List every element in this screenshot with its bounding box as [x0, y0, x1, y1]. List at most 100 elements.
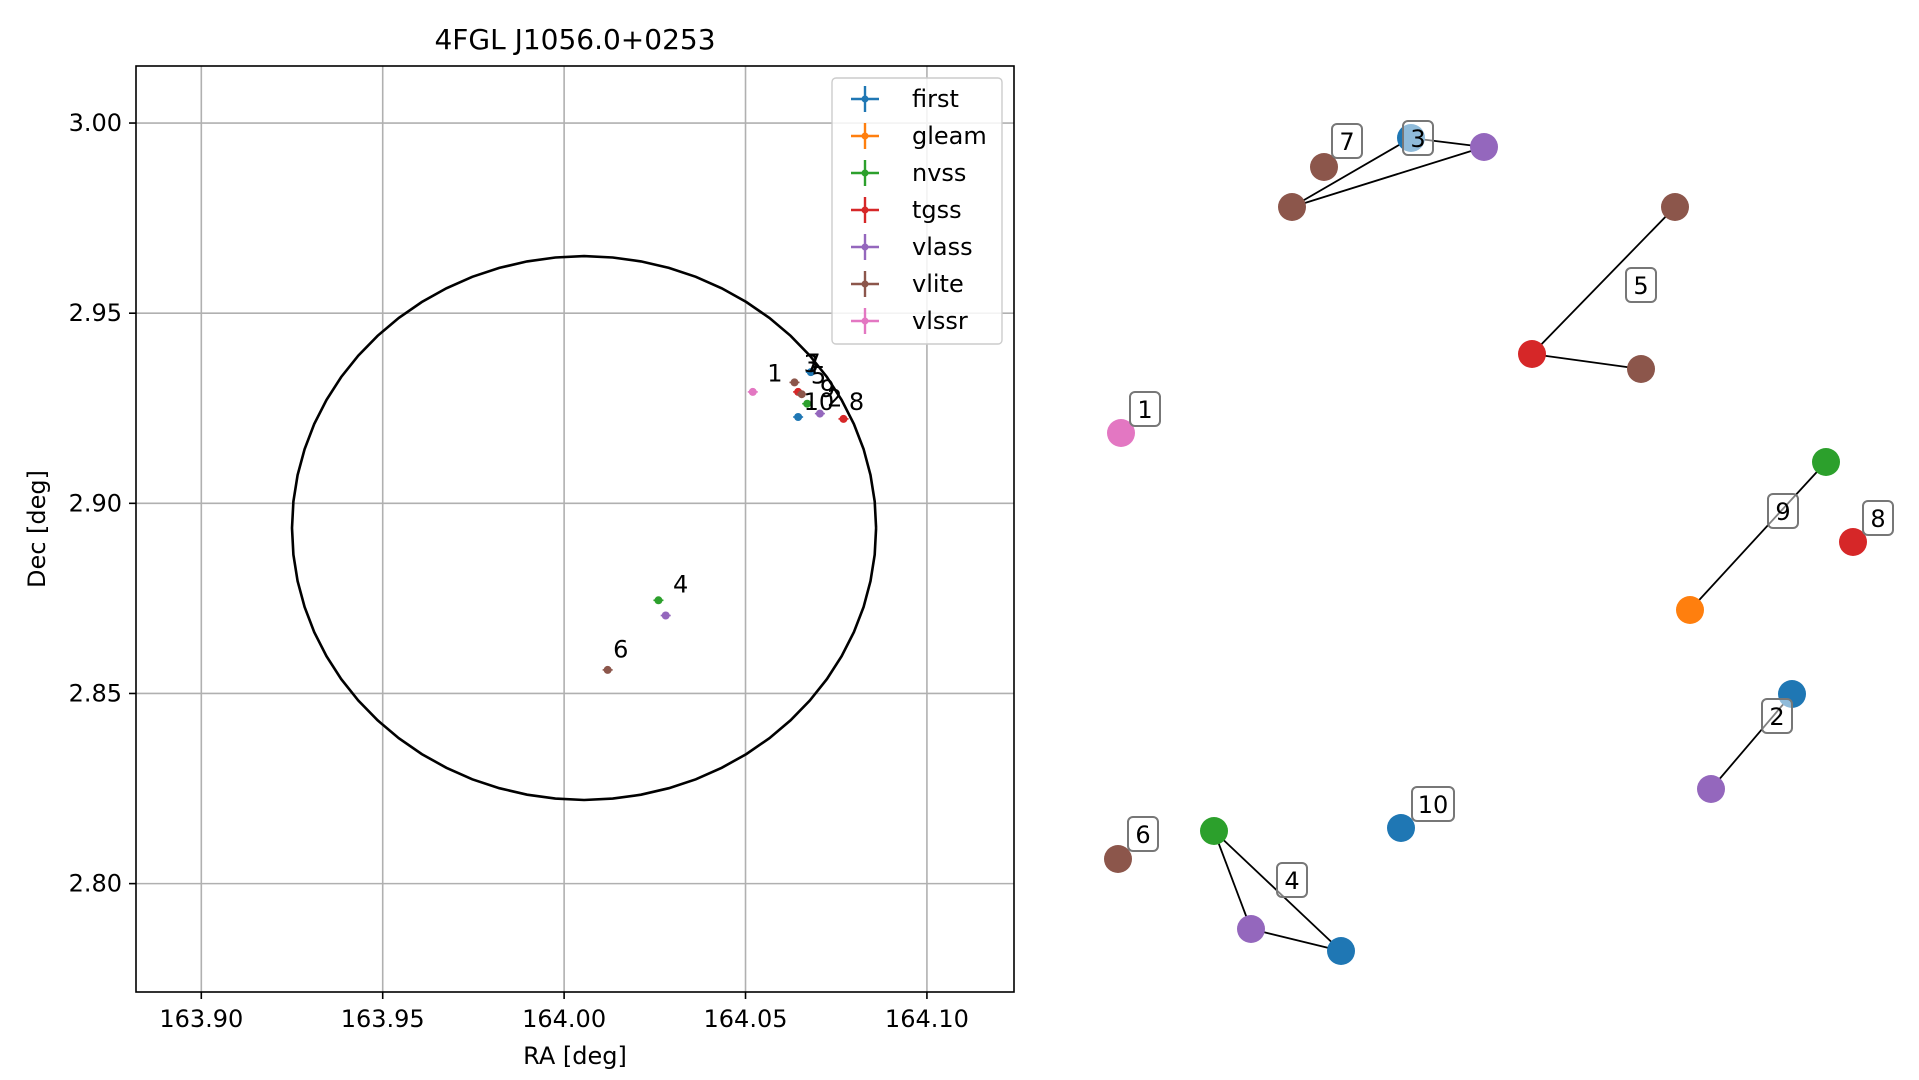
data-points	[602, 368, 849, 674]
association-graph: 1 2 3 4 5 6 7 8 9 10	[1104, 120, 1894, 965]
x-tick-label: 163.95	[341, 1005, 425, 1033]
legend-label-nvss: nvss	[912, 159, 966, 187]
x-tick-label: 164.05	[704, 1005, 788, 1033]
graph-label-7: 7	[1339, 128, 1354, 156]
point-annotation-6: 6	[613, 635, 628, 663]
vlass-point	[815, 409, 824, 418]
graph-nodes	[1104, 124, 1867, 965]
y-tick-label: 2.80	[69, 870, 122, 898]
legend: first gleam nvss tgss vlass vlite vlssr	[831, 77, 1003, 345]
graph-label-box	[1411, 786, 1455, 822]
legend-label-gleam: gleam	[912, 122, 987, 150]
graph-label-4: 4	[1284, 867, 1299, 895]
graph-label-box	[1129, 391, 1161, 427]
legend-marker-dot	[861, 317, 869, 325]
graph-node-5c	[1627, 355, 1655, 383]
graph-label-box	[1767, 493, 1799, 529]
legend-box	[831, 77, 1003, 345]
y-tick-label: 2.95	[69, 299, 122, 327]
point-annotation-9: 9	[820, 375, 835, 403]
graph-label-box	[1276, 862, 1308, 898]
legend-label-vlass: vlass	[912, 233, 973, 261]
legend-marker-dot	[861, 206, 869, 214]
graph-edge	[1689, 461, 1827, 611]
graph-label-box	[1331, 123, 1363, 159]
x-tick-label: 164.00	[522, 1005, 606, 1033]
graph-node-8a	[1839, 528, 1867, 556]
graph-node-10a	[1387, 814, 1415, 842]
x-tick-label: 164.10	[885, 1005, 969, 1033]
x-tick-label: 163.90	[159, 1005, 243, 1033]
graph-edge	[1250, 928, 1342, 952]
y-tick-label: 3.00	[69, 109, 122, 137]
graph-node-9a	[1812, 448, 1840, 476]
y-tick-label: 2.85	[69, 679, 122, 707]
graph-label-6: 6	[1135, 821, 1150, 849]
graph-node-5b	[1518, 340, 1546, 368]
vlass-point	[661, 611, 670, 620]
chart-title: 4FGL J1056.0+0253	[434, 23, 715, 56]
graph-node-3c	[1278, 193, 1306, 221]
graph-label-5: 5	[1633, 272, 1648, 300]
nvss-point	[803, 399, 812, 408]
graph-label-3: 3	[1410, 125, 1425, 153]
point-annotation-2: 2	[827, 384, 842, 412]
graph-labels: 1 2 3 4 5 6 7 8 9 10	[1127, 120, 1894, 898]
point-annotation-5: 5	[811, 362, 826, 390]
graph-node-7a	[1310, 153, 1338, 181]
graph-label-8: 8	[1870, 505, 1885, 533]
graph-label-box	[1127, 816, 1159, 852]
graph-edge	[1213, 830, 1252, 930]
x-axis-label: RA [deg]	[523, 1042, 627, 1070]
legend-marker-dot	[861, 132, 869, 140]
point-annotation-7: 7	[805, 349, 820, 377]
error-ellipse	[290, 254, 878, 802]
graph-edge	[1531, 206, 1676, 355]
graph-node-3b	[1470, 133, 1498, 161]
graph-label-1: 1	[1137, 396, 1152, 424]
graph-node-4b	[1237, 915, 1265, 943]
vlssr-point	[748, 387, 757, 396]
nvss-point	[654, 596, 663, 605]
y-ticks: 2.80 2.85 2.90 2.95 3.00	[69, 109, 136, 898]
y-axis-label: Dec [deg]	[23, 470, 51, 588]
legend-marker-dot	[861, 169, 869, 177]
point-annotation-10: 10	[804, 388, 835, 416]
graph-node-2b	[1697, 775, 1725, 803]
legend-label-first: first	[912, 85, 959, 113]
graph-node-4c	[1327, 937, 1355, 965]
graph-edge	[1291, 137, 1412, 208]
point-annotation-1: 1	[767, 360, 782, 388]
legend-marker-dot	[861, 243, 869, 251]
graph-edges	[1213, 137, 1827, 952]
x-ticks: 163.90 163.95 164.00 164.05 164.10	[159, 992, 969, 1033]
error-ellipse-layer	[290, 254, 878, 802]
graph-label-9: 9	[1775, 498, 1790, 526]
tgss-point	[839, 414, 848, 423]
graph-node-5a	[1661, 193, 1689, 221]
graph-label-box	[1625, 267, 1657, 303]
y-tick-label: 2.90	[69, 489, 122, 517]
graph-label-2: 2	[1769, 703, 1784, 731]
graph-label-box	[1761, 698, 1793, 734]
graph-edge	[1531, 353, 1642, 370]
point-annotation-3: 3	[804, 350, 819, 378]
graph-node-9b	[1676, 596, 1704, 624]
graph-node-1a	[1107, 419, 1135, 447]
graph-edge	[1291, 146, 1485, 208]
axes-frame	[135, 65, 1015, 993]
vlite-point	[797, 390, 806, 399]
graph-node-6a	[1104, 845, 1132, 873]
graph-label-10: 10	[1418, 791, 1449, 819]
graph-node-4a	[1200, 817, 1228, 845]
legend-label-vlite: vlite	[912, 270, 964, 298]
first-point	[794, 413, 803, 422]
legend-marker-dot	[861, 280, 869, 288]
graph-label-box	[1402, 120, 1434, 156]
point-annotation-4: 4	[673, 571, 688, 599]
legend-marker-dot	[861, 95, 869, 103]
vlite-point	[603, 665, 612, 674]
